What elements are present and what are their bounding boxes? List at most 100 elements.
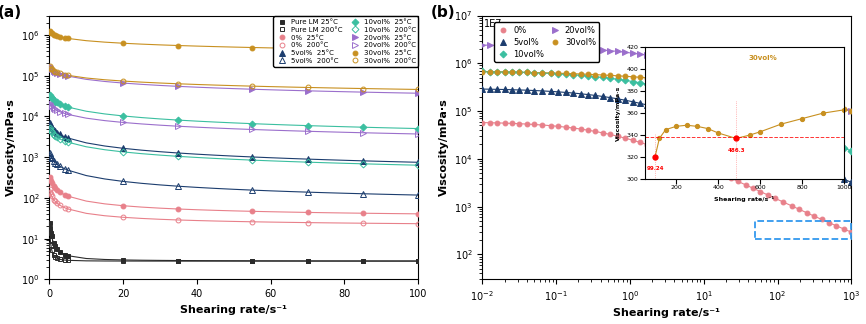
0%  25°C [48,184,59,188]
30vol% [507,70,517,74]
20vol% [755,79,766,83]
0%  25°C [45,178,55,181]
5vol%  200°C [45,153,55,157]
0% [575,127,585,131]
0%  25°C [413,212,423,216]
10vol% [809,134,819,138]
10vol% [507,70,517,74]
30vol%  200°C [51,70,61,74]
20vol% [560,46,571,50]
Pure LM 200°C [247,259,257,263]
10vol% [635,81,645,85]
10vol% [612,77,623,81]
5vol% [529,88,540,92]
20vol%  25°C [413,91,423,95]
Line: 20vol%  25°C: 20vol% 25°C [47,63,421,96]
10vol% [688,93,699,97]
5vol%  200°C [247,188,257,192]
10vol% [546,72,556,75]
30vol%  200°C [118,79,128,83]
Pure LM 200°C [45,238,55,242]
0% [831,224,842,228]
Pure LM 200°C [47,248,57,251]
20vol%  25°C [48,69,59,73]
30vol% [605,74,616,77]
Bar [755,221,851,239]
20vol% [802,94,812,98]
30vol%  200°C [50,70,61,74]
0% [620,136,630,140]
10vol% [492,70,502,74]
10vol%  25°C [302,124,313,128]
Pure LM 200°C [118,259,128,263]
5vol%  25°C [45,123,55,127]
30vol% [643,76,653,80]
20vol%  200°C [46,104,56,108]
30vol% [657,77,668,81]
0% [787,204,798,208]
20vol% [809,97,819,101]
30vol% [846,109,856,113]
0%  200°C [55,203,65,207]
30vol% [778,94,788,98]
0% [666,151,676,155]
0% [529,122,540,126]
10vol% [748,112,759,116]
Line: 0%  200°C: 0% 200°C [48,187,421,226]
20vol%  25°C [44,64,55,68]
10vol%  25°C [51,100,61,104]
20vol%  25°C [60,73,70,77]
30vol% [620,74,630,78]
5vol% [733,133,743,137]
10vol%  200°C [55,137,65,141]
5vol% [650,105,660,109]
0% [591,130,601,133]
Line: 10vol%: 10vol% [480,69,854,153]
30vol%  25°C [247,46,257,50]
30vol% [650,76,660,80]
Line: 30vol%  200°C: 30vol% 200°C [48,64,421,92]
30vol% [536,71,546,75]
30vol%  200°C [60,73,70,76]
20vol%  25°C [47,67,57,71]
5vol%  200°C [413,193,423,197]
5vol% [688,117,699,121]
5vol%  25°C [247,155,257,159]
5vol% [536,89,546,93]
0% [560,125,571,129]
Line: 5vol%: 5vol% [480,86,854,185]
20vol%  25°C [173,85,184,88]
20vol% [591,47,601,51]
30vol% [666,78,676,82]
10vol% [485,70,495,74]
0% [740,183,751,187]
5vol% [657,107,668,111]
5vol%  25°C [55,133,65,136]
5vol% [591,94,601,98]
5vol% [635,101,645,105]
10vol% [666,87,676,91]
20vol% [711,67,721,71]
30vol%  200°C [46,67,56,71]
10vol%  25°C [48,98,59,102]
30vol% [529,71,540,75]
0% [733,179,743,183]
5vol% [612,97,623,101]
Pure LM 25°C [62,254,73,258]
20vol% [627,51,637,55]
5vol%  200°C [62,168,73,172]
10vol% [674,89,684,93]
20vol% [726,71,736,75]
30vol% [500,70,510,74]
Pure LM 200°C [62,258,73,262]
5vol%  200°C [48,159,59,163]
5vol%  200°C [173,184,184,188]
Pure LM 25°C [413,259,423,263]
20vol%  200°C [173,124,184,128]
30vol% [770,93,780,97]
0% [507,122,517,125]
0% [770,196,780,200]
10vol% [846,149,856,153]
30vol%  25°C [173,44,184,48]
5vol% [583,93,593,97]
